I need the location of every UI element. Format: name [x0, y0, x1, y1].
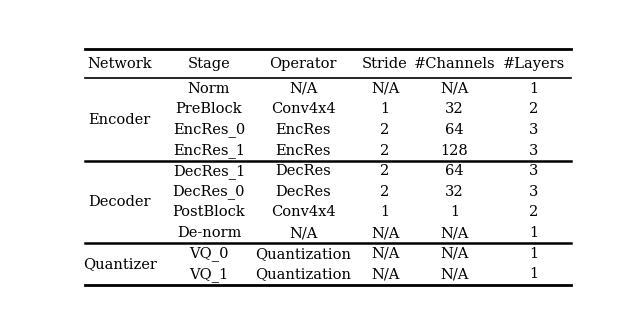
Text: N/A: N/A [289, 226, 317, 240]
Text: 1: 1 [529, 82, 538, 95]
Text: N/A: N/A [440, 226, 468, 240]
Text: 1: 1 [450, 205, 459, 219]
Text: DecRes: DecRes [275, 164, 331, 178]
Text: 64: 64 [445, 164, 464, 178]
Text: EncRes_1: EncRes_1 [173, 143, 245, 158]
Text: 2: 2 [380, 123, 390, 137]
Text: 3: 3 [529, 164, 538, 178]
Text: Quantization: Quantization [255, 267, 351, 282]
Text: 1: 1 [529, 247, 538, 261]
Text: DecRes_1: DecRes_1 [173, 164, 245, 179]
Text: N/A: N/A [371, 267, 399, 282]
Text: 1: 1 [529, 226, 538, 240]
Text: N/A: N/A [371, 82, 399, 95]
Text: Quantizer: Quantizer [83, 257, 157, 271]
Text: DecRes: DecRes [275, 185, 331, 199]
Text: EncRes: EncRes [275, 144, 331, 158]
Text: 128: 128 [440, 144, 468, 158]
Text: Conv4x4: Conv4x4 [271, 102, 335, 116]
Text: 2: 2 [380, 164, 390, 178]
Text: Decoder: Decoder [88, 195, 151, 209]
Text: Norm: Norm [188, 82, 230, 95]
Text: 32: 32 [445, 185, 464, 199]
Text: Stride: Stride [362, 57, 408, 71]
Text: 2: 2 [529, 102, 538, 116]
Text: N/A: N/A [289, 82, 317, 95]
Text: Quantization: Quantization [255, 247, 351, 261]
Text: 1: 1 [380, 205, 390, 219]
Text: 3: 3 [529, 185, 538, 199]
Text: PreBlock: PreBlock [175, 102, 243, 116]
Text: PostBlock: PostBlock [173, 205, 245, 219]
Text: N/A: N/A [440, 267, 468, 282]
Text: 2: 2 [380, 185, 390, 199]
Text: 2: 2 [529, 205, 538, 219]
Text: 2: 2 [380, 144, 390, 158]
Text: #Channels: #Channels [413, 57, 495, 71]
Text: Network: Network [88, 57, 152, 71]
Text: 3: 3 [529, 144, 538, 158]
Text: N/A: N/A [440, 247, 468, 261]
Text: 3: 3 [529, 123, 538, 137]
Text: 64: 64 [445, 123, 464, 137]
Text: 32: 32 [445, 102, 464, 116]
Text: N/A: N/A [371, 226, 399, 240]
Text: DecRes_0: DecRes_0 [173, 184, 245, 199]
Text: EncRes: EncRes [275, 123, 331, 137]
Text: VQ_1: VQ_1 [189, 267, 228, 282]
Text: 1: 1 [380, 102, 390, 116]
Text: Encoder: Encoder [88, 112, 151, 127]
Text: 1: 1 [529, 267, 538, 282]
Text: VQ_0: VQ_0 [189, 246, 228, 261]
Text: Operator: Operator [269, 57, 337, 71]
Text: N/A: N/A [440, 82, 468, 95]
Text: N/A: N/A [371, 247, 399, 261]
Text: De-norm: De-norm [177, 226, 241, 240]
Text: Stage: Stage [188, 57, 230, 71]
Text: Conv4x4: Conv4x4 [271, 205, 335, 219]
Text: EncRes_0: EncRes_0 [173, 122, 245, 137]
Text: #Layers: #Layers [502, 57, 565, 71]
